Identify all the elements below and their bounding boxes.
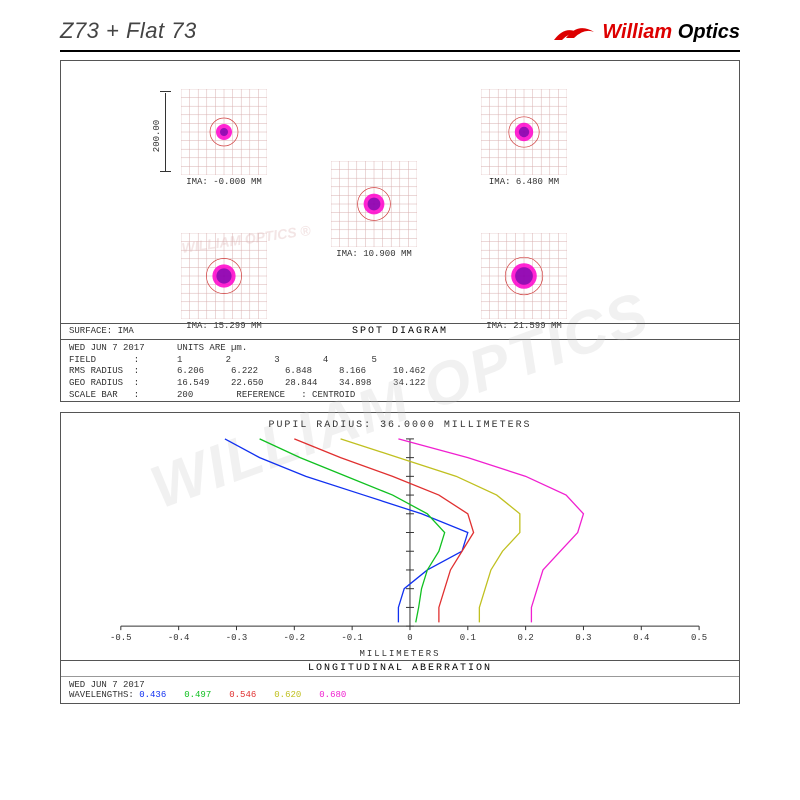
spot-section-title: SPOT DIAGRAM bbox=[61, 323, 739, 339]
wavelength-value: 0.680 bbox=[319, 690, 346, 700]
spot-grid-4 bbox=[481, 233, 567, 319]
wavelength-value: 0.497 bbox=[184, 690, 211, 700]
scalebar-label: 200.00 bbox=[152, 120, 162, 152]
wavelengths-row: WAVELENGTHS: 0.436 0.497 0.546 0.620 0.680 bbox=[69, 690, 731, 700]
brand: William Optics bbox=[552, 21, 740, 44]
svg-text:PUPIL RADIUS: 36.0000 MILLIMET: PUPIL RADIUS: 36.0000 MILLIMETERS bbox=[268, 419, 531, 430]
wl-label: WAVELENGTHS: bbox=[69, 690, 139, 700]
spot-diagram-panel: WILLIAM OPTICS ® IMA: -0.000 MM IMA: 6.4… bbox=[60, 60, 740, 402]
aberration-footer: WED JUN 7 2017 WAVELENGTHS: 0.436 0.497 0.… bbox=[61, 677, 739, 703]
wavelength-value: 0.620 bbox=[274, 690, 301, 700]
spot-diagram-area: WILLIAM OPTICS ® IMA: -0.000 MM IMA: 6.4… bbox=[61, 61, 739, 339]
svg-text:-0.5: -0.5 bbox=[110, 633, 132, 643]
brand-text-black: Optics bbox=[672, 21, 740, 43]
scalebar-line bbox=[165, 93, 166, 171]
svg-text:0.3: 0.3 bbox=[575, 633, 591, 643]
brand-text-red: William bbox=[602, 21, 672, 43]
svg-text:0.2: 0.2 bbox=[518, 633, 534, 643]
svg-text:MILLIMETERS: MILLIMETERS bbox=[359, 649, 440, 659]
spot-label-0: IMA: -0.000 MM bbox=[164, 177, 284, 187]
spot-grid-2 bbox=[331, 161, 417, 247]
svg-text:-0.2: -0.2 bbox=[284, 633, 306, 643]
aberration-panel: PUPIL RADIUS: 36.0000 MILLIMETERS -0.5 -0.… bbox=[60, 412, 740, 704]
svg-text:-0.4: -0.4 bbox=[168, 633, 190, 643]
spot-grid-0 bbox=[181, 89, 267, 175]
svg-text:0.1: 0.1 bbox=[460, 633, 476, 643]
spot-grid-1 bbox=[481, 89, 567, 175]
aberration-date: WED JUN 7 2017 bbox=[69, 680, 731, 690]
spot-label-1: IMA: 6.480 MM bbox=[464, 177, 584, 187]
page-title: Z73 + Flat 73 bbox=[60, 18, 197, 44]
svg-text:-0.1: -0.1 bbox=[341, 633, 363, 643]
spot-label-2: IMA: 10.900 MM bbox=[314, 249, 434, 259]
header: Z73 + Flat 73 William Optics bbox=[60, 18, 740, 52]
svg-text:0.4: 0.4 bbox=[633, 633, 649, 643]
wavelength-value: 0.436 bbox=[139, 690, 166, 700]
page: Z73 + Flat 73 William Optics WILLIAM OPT… bbox=[0, 0, 800, 724]
spot-grid-3 bbox=[181, 233, 267, 319]
svg-text:-0.3: -0.3 bbox=[226, 633, 248, 643]
svg-text:0: 0 bbox=[407, 633, 412, 643]
aberration-plot: PUPIL RADIUS: 36.0000 MILLIMETERS -0.5 -0.… bbox=[61, 413, 739, 661]
svg-text:0.5: 0.5 bbox=[691, 633, 707, 643]
aberration-section-title: LONGITUDINAL ABERRATION bbox=[61, 661, 739, 677]
brand-swoosh-icon bbox=[552, 22, 596, 44]
wavelength-value: 0.546 bbox=[229, 690, 256, 700]
spot-data-table: WED JUN 7 2017 UNITS ARE µm. FIELD : 1 2… bbox=[61, 339, 739, 401]
